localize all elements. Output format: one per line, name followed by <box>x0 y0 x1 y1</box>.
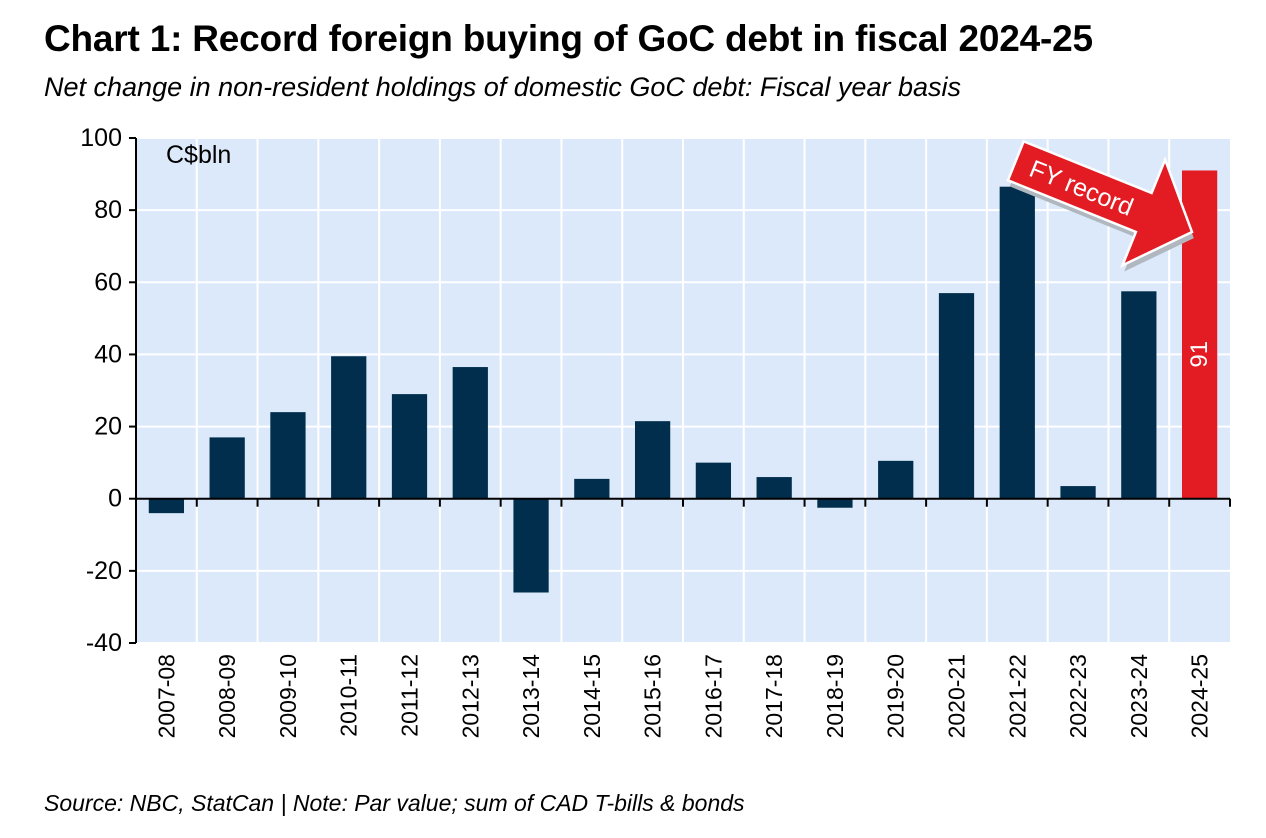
bar <box>513 498 549 593</box>
chart-title: Chart 1: Record foreign buying of GoC de… <box>44 18 1093 59</box>
bar <box>1121 291 1157 499</box>
x-tick-label: 2018-19 <box>822 654 848 738</box>
y-tick-label: -20 <box>86 557 122 585</box>
x-tick-label: 2016-17 <box>700 654 726 738</box>
x-tick-label: 2012-13 <box>457 654 483 738</box>
x-tick-label: 2014-15 <box>579 654 605 738</box>
gridlines <box>136 137 1230 644</box>
axes <box>129 137 1231 644</box>
chart-subtitle: Net change in non-resident holdings of d… <box>44 72 961 102</box>
y-tick-label: -40 <box>86 629 122 657</box>
x-tick-label: 2017-18 <box>761 654 787 738</box>
bar <box>391 394 428 499</box>
x-tick-label: 2024-25 <box>1187 654 1213 738</box>
y-tick-label: 40 <box>94 340 122 368</box>
bar <box>148 498 185 514</box>
y-tick-labels: -40 -20 0 20 40 60 80 100 <box>80 124 122 657</box>
bar <box>817 498 853 508</box>
bar <box>878 460 914 499</box>
y-tick-label: 60 <box>94 268 122 296</box>
x-tick-label: 2008-09 <box>214 654 240 738</box>
bar <box>209 437 245 499</box>
x-tick-label: 2019-20 <box>883 654 909 738</box>
x-tick-labels: 2007-08 2008-09 2009-10 2010-11 2011-12 2012-… <box>153 654 1212 739</box>
x-tick-label: 2011-12 <box>397 654 423 737</box>
bar-value-label: 91 <box>1186 341 1213 368</box>
y-tick-label: 100 <box>80 124 122 152</box>
x-tick-label: 2023-24 <box>1126 654 1152 739</box>
y-tick-label: 80 <box>94 196 122 224</box>
x-tick-label: 2009-10 <box>275 654 301 738</box>
y-tick-label: 0 <box>108 485 122 513</box>
x-tick-label: 2013-14 <box>518 654 544 739</box>
bar-chart: 91 -40 -20 0 20 40 60 80 100 2007-08 2008-09 2009… <box>80 124 1231 739</box>
bar <box>756 477 792 499</box>
bar <box>695 462 732 499</box>
bar <box>938 293 975 499</box>
source-note: Source: NBC, StatCan | Note: Par value; … <box>44 790 745 816</box>
bar <box>452 367 488 499</box>
unit-label: C$bln <box>166 141 231 169</box>
x-tick-label: 2007-08 <box>153 654 179 738</box>
bar <box>331 356 367 499</box>
bar <box>999 186 1035 499</box>
x-tick-label: 2020-21 <box>944 654 970 738</box>
y-tick-label: 20 <box>94 413 122 441</box>
x-tick-label: 2021-22 <box>1004 654 1030 738</box>
bars: 91 <box>148 170 1218 593</box>
x-tick-label: 2010-11 <box>336 654 362 737</box>
bar <box>574 478 610 499</box>
bar <box>1060 486 1096 499</box>
bar <box>634 421 671 499</box>
bar <box>270 412 306 499</box>
callout-shape <box>1006 139 1194 268</box>
x-tick-label: 2022-23 <box>1065 654 1091 738</box>
x-tick-label: 2015-16 <box>640 654 666 738</box>
